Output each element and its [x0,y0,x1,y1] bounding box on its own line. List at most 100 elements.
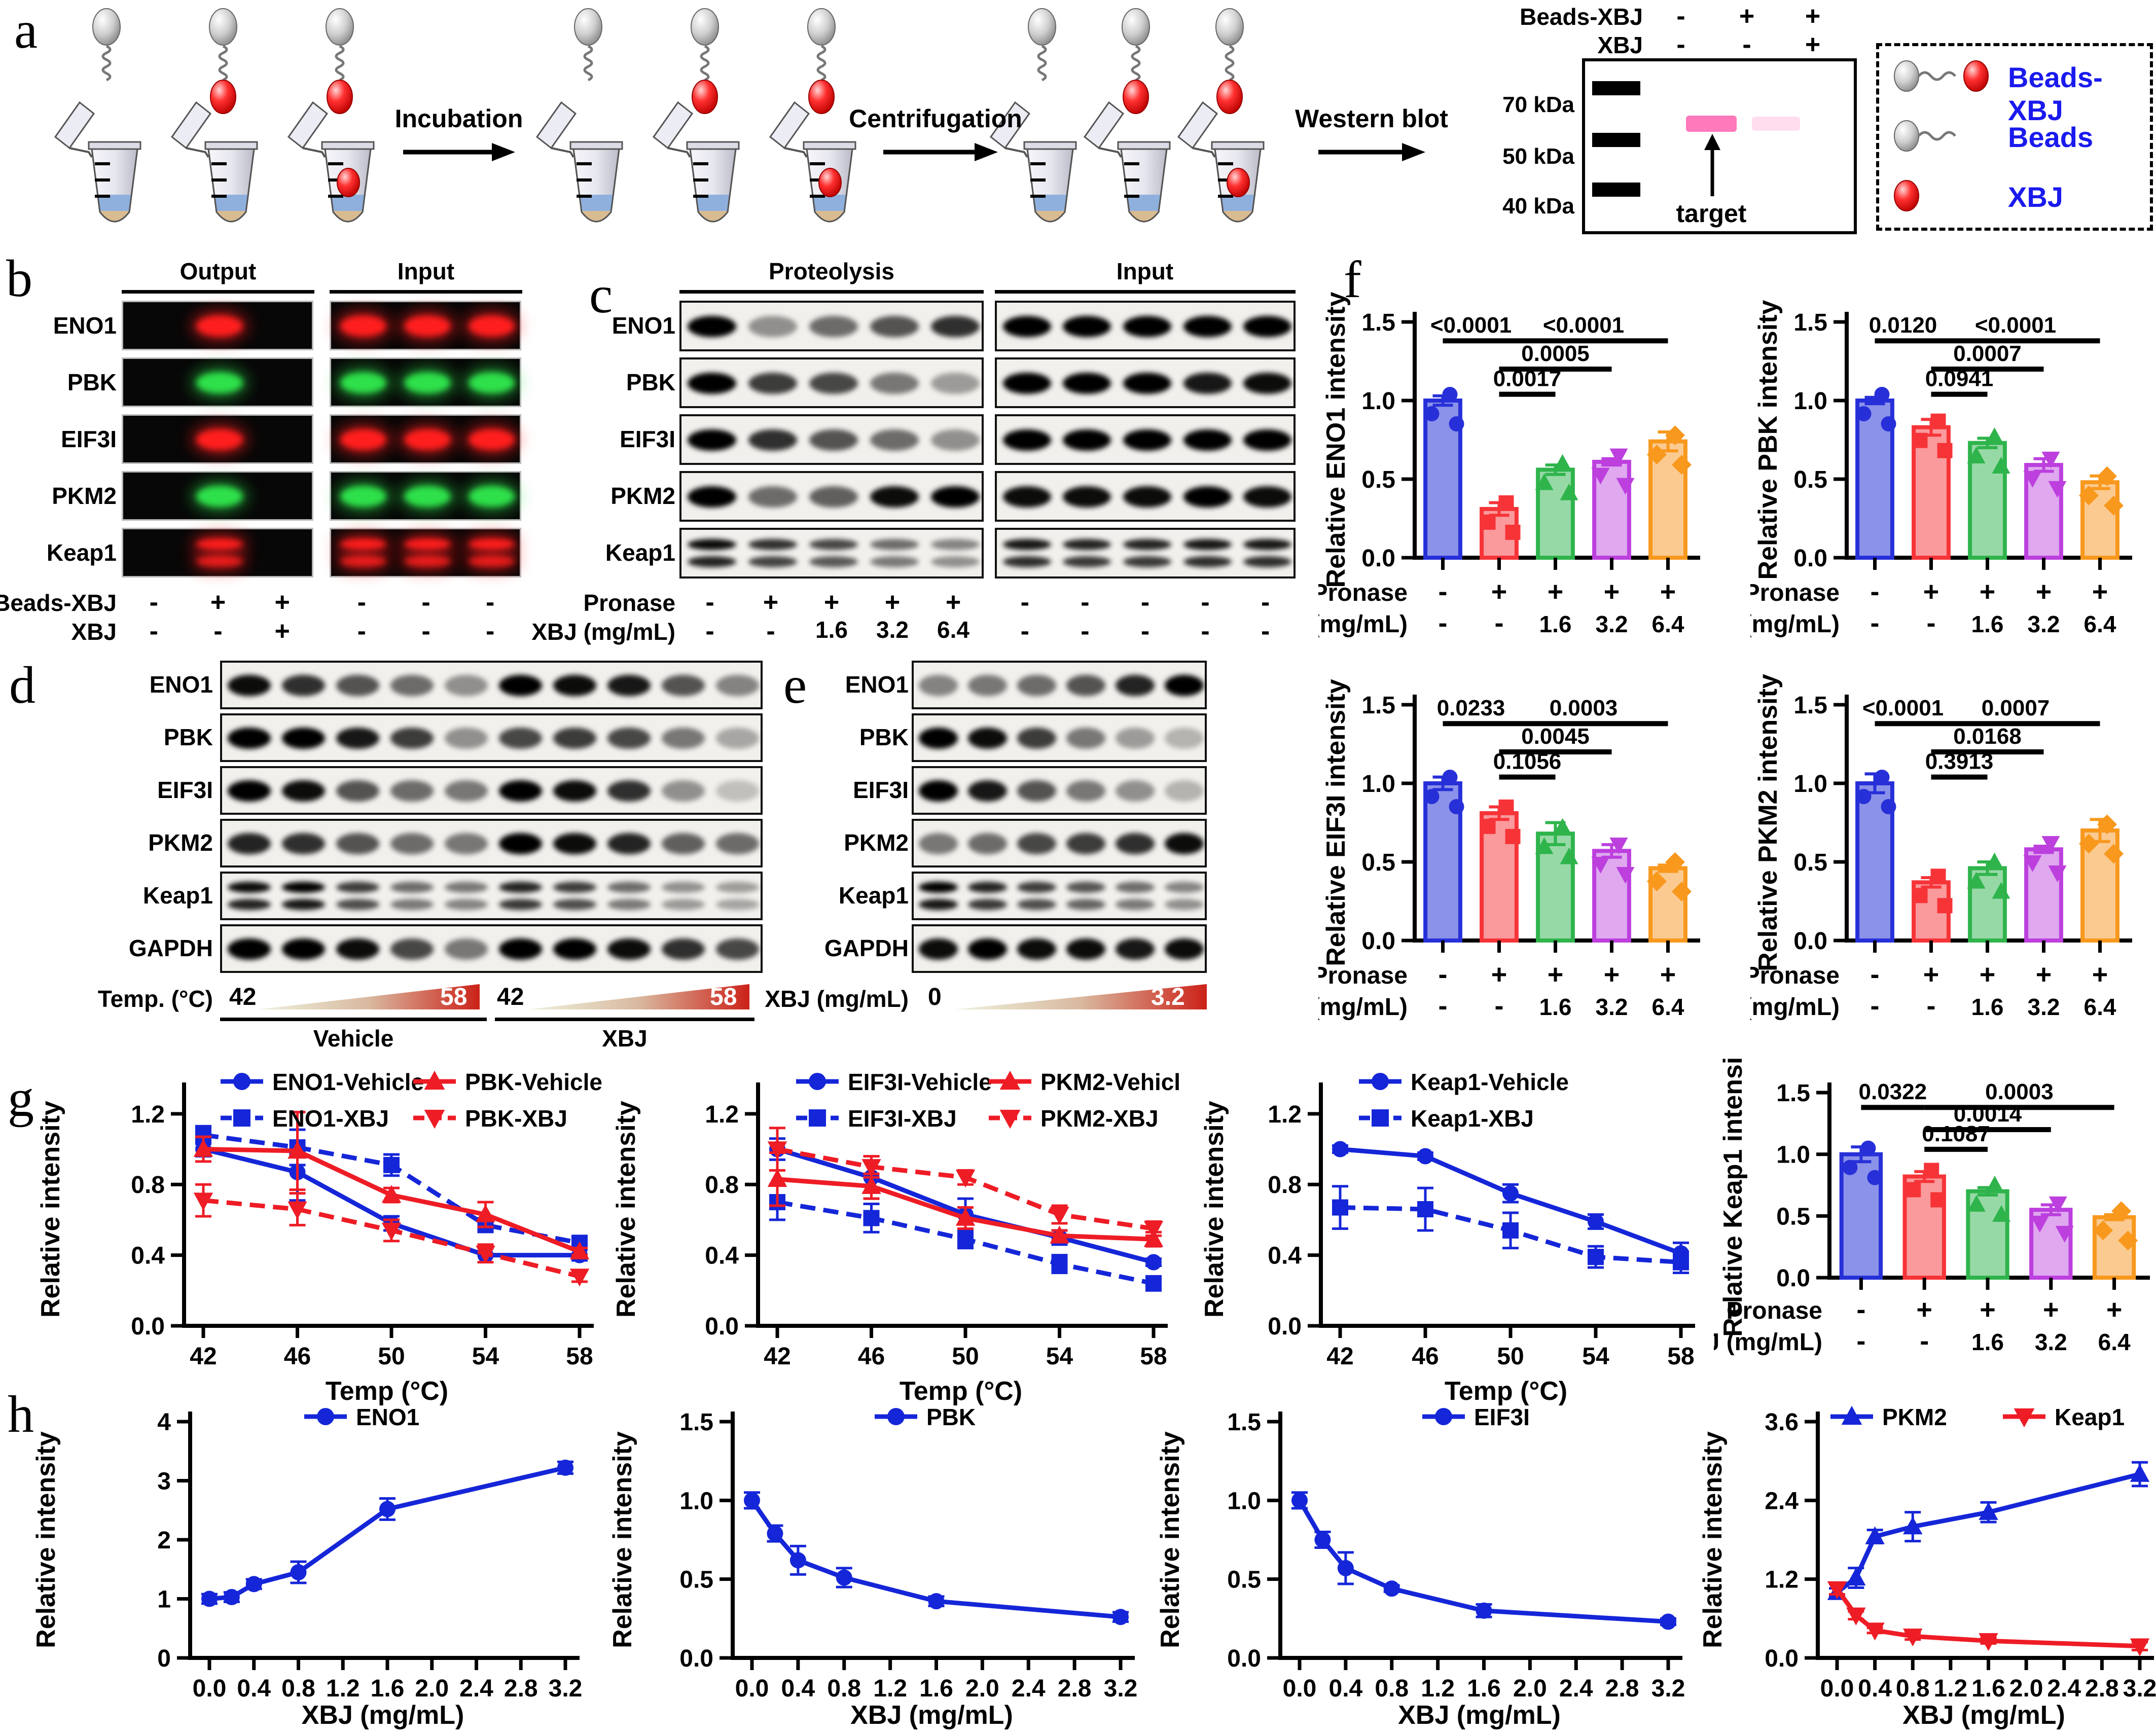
blot-band [469,538,515,550]
condition-value: 6.4 [937,617,969,643]
blot-band [1063,556,1111,567]
svg-text:0.4: 0.4 [1268,1243,1302,1270]
group-label-xbj: XBJ [602,1025,648,1052]
legend-item-label: Beads-XBJ [2008,61,2103,126]
condition-row-label: Beads-XBJ [0,590,117,616]
blot-band [553,728,597,749]
blot-band [390,728,434,749]
condition-value: - [1261,588,1270,617]
svg-text:Relative Keap1 intensity: Relative Keap1 intensity [1718,1057,1748,1337]
blot-condition-value: - [1742,30,1751,59]
blot-band [1002,539,1051,550]
condition-value: 1.6 [815,617,848,643]
chart-g4-relative-keap1-intensity: 0.0 0.5 1.0 1.5 0.0322 0.0003 0.0014 0.1087 Pron… [1714,1057,2156,1412]
blot-band [553,833,597,854]
target-label: target [1676,199,1747,228]
svg-text:3.2: 3.2 [1596,611,1628,637]
blot-band [931,486,980,508]
blot-row-label-eno1: ENO1 [149,671,213,698]
svg-text:3.2: 3.2 [549,1675,583,1702]
blot-band [1123,316,1171,337]
blot-band [870,316,919,337]
blot-box [122,301,313,350]
svg-text:3.2: 3.2 [2028,611,2060,637]
svg-text:1.2: 1.2 [1934,1675,1968,1702]
svg-text:54: 54 [1582,1343,1609,1370]
blot-band [227,938,271,960]
svg-text:2.8: 2.8 [504,1675,538,1702]
blot-band [498,780,543,802]
svg-text:0.8: 0.8 [281,1675,315,1702]
blot-box [122,357,313,407]
svg-text:0.0: 0.0 [1227,1645,1261,1672]
svg-text:0.0003: 0.0003 [1985,1079,2054,1104]
svg-text:1.0: 1.0 [1227,1488,1261,1514]
blot-band [444,938,488,960]
svg-text:0.8: 0.8 [1268,1172,1302,1199]
svg-text:XBJ (mg/mL): XBJ (mg/mL) [850,1701,1013,1730]
blot-band [336,833,380,854]
svg-text:0.4: 0.4 [705,1243,739,1270]
blot-box [330,528,521,577]
blot-row-label-keap1: Keap1 [605,539,675,566]
blot-band [748,429,797,451]
svg-text:0.0017: 0.0017 [1493,367,1562,391]
svg-text:2.4: 2.4 [1012,1675,1046,1702]
blot-condition-value: + [1805,30,1821,59]
blot-band [715,833,760,854]
svg-text:PBK: PBK [926,1404,976,1430]
chart-h4-pkm2-keap1-dose: 0.0 1.2 2.4 3.6 0.0 0.4 0.8 1.2 1.6 2.0 2.4 2.8 3.2 P… [1694,1390,2156,1736]
svg-text:1.6: 1.6 [1971,611,2004,637]
svg-text:0.0005: 0.0005 [1521,341,1590,366]
condition-value: + [945,588,961,617]
svg-text:+: + [1548,959,1564,990]
blot-condition-value: + [1739,2,1755,31]
blot-band [931,539,980,550]
blot-band [469,429,515,450]
centrifugation-label: Centrifugation [849,104,1022,133]
blot-band [607,675,651,696]
panel-f-label: f [1344,250,1361,309]
ladder-band [1592,133,1640,147]
svg-text:1.6: 1.6 [1539,611,1572,637]
blot-band [281,938,326,960]
legend-item-label: Beads [2008,121,2094,153]
blot-band [444,882,488,893]
blot-band [715,938,760,960]
svg-text:Relative intensity: Relative intensity [31,1431,61,1648]
chart-f1-relative-eno1-intensity: 0.0 0.5 1.0 1.5 <0.0001 <0.0001 0.0005 0.0017 Pr… [1318,274,1724,669]
blot-box [912,819,1207,867]
blot-band [227,899,271,910]
condition-value: + [884,588,901,617]
blot-band [404,315,451,337]
blot-band [1066,938,1106,960]
condition-value: + [823,588,840,617]
svg-text:1.6: 1.6 [1539,994,1572,1020]
process-arrow [883,143,998,161]
svg-text:Relative intensity: Relative intensity [1200,1101,1229,1318]
svg-text:0.5: 0.5 [1793,849,1827,876]
svg-text:1.2: 1.2 [1421,1675,1455,1702]
svg-text:1.0: 1.0 [1776,1142,1810,1169]
svg-text:1.2: 1.2 [873,1675,907,1702]
blot-row-label-pbk: PBK [859,724,909,750]
svg-text:0.4: 0.4 [781,1675,815,1702]
blot-band [1115,938,1155,960]
line-chart-h2: 0.0 0.5 1.0 1.5 0.0 0.4 0.8 1.2 1.6 2.0 2.4 2.8 3.2 P… [608,1404,1137,1730]
svg-text:46: 46 [1412,1343,1439,1370]
beads-icon [691,8,719,114]
svg-text:1.2: 1.2 [1268,1101,1302,1128]
line-chart-g2: 0.0 0.4 0.8 1.2 42 46 50 54 58 EIF3I-Vehicle EIF3I… [612,1069,1179,1406]
blot-band [281,882,326,893]
svg-text:+: + [2043,1294,2059,1325]
legend-item-label: XBJ [2008,181,2063,213]
blot-band [688,429,736,451]
blot-band [281,833,326,854]
blot-band [809,373,858,394]
blot-band [1066,882,1106,893]
chart-g2-eif3i-pkm2-melting: 0.0 0.4 0.8 1.2 42 46 50 54 58 EIF3I-Vehicle EIF3I… [603,1057,1179,1412]
panel-a-label: a [14,1,38,59]
blot-band [336,780,380,802]
blot-band [715,728,760,749]
svg-text:Pronase: Pronase [1318,580,1408,606]
